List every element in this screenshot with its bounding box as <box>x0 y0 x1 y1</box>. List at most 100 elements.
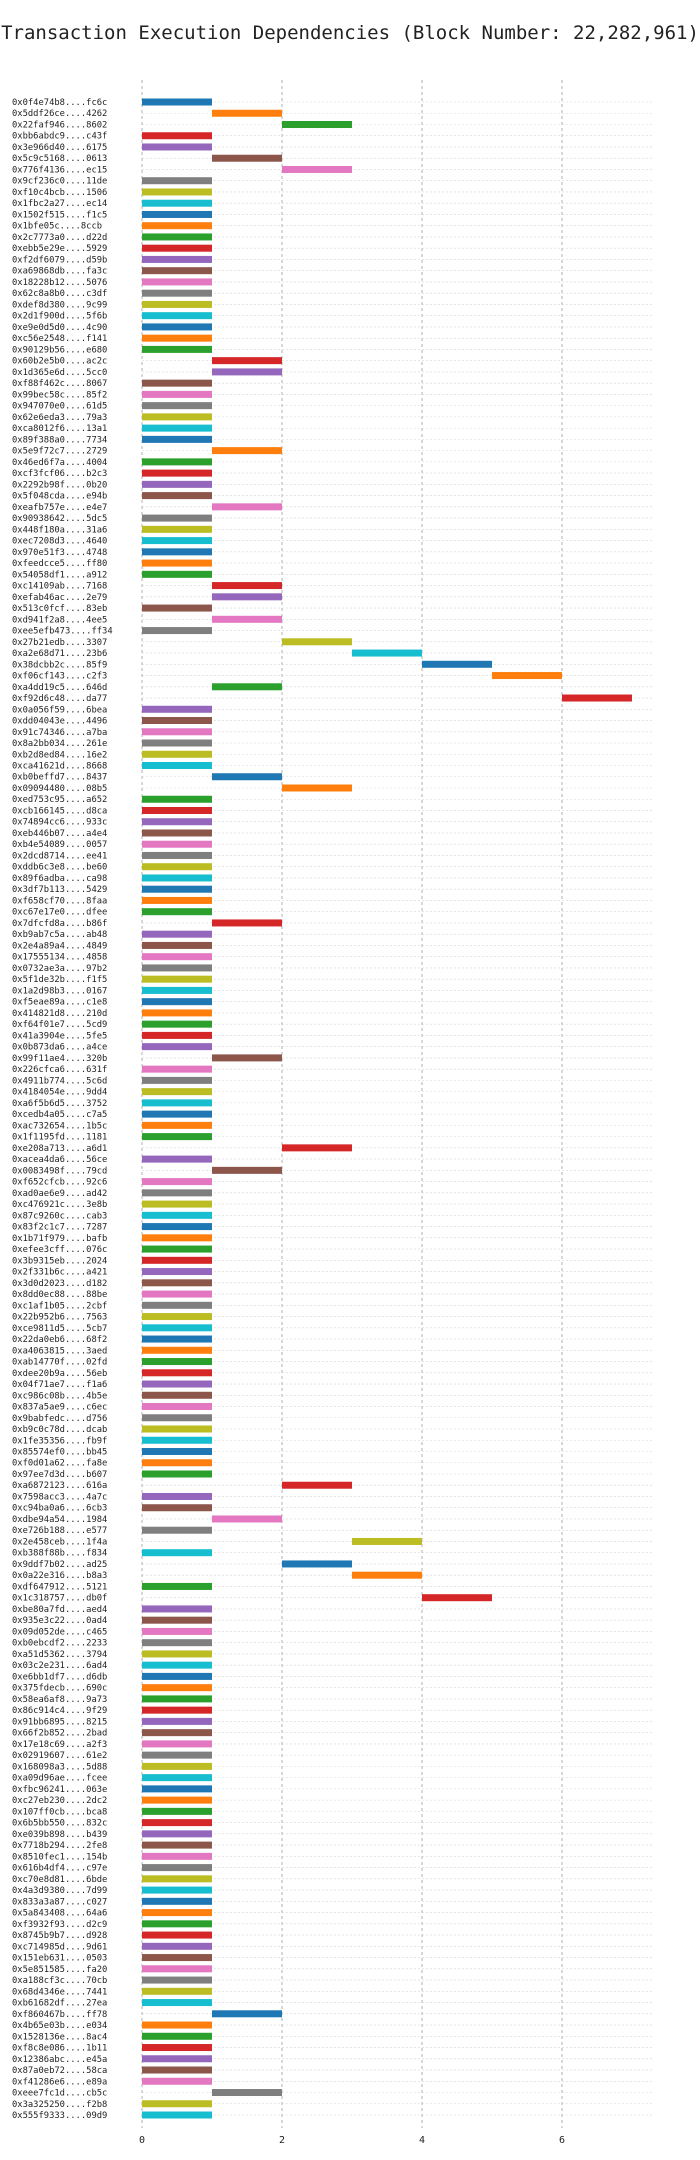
transaction-label: 0x5e851585....fa20 <box>12 1965 107 1975</box>
transaction-bar <box>142 2111 212 2119</box>
transaction-label: 0xa6872123....616a <box>12 1481 107 1491</box>
transaction-label: 0x0083498f....79cd <box>12 1166 107 1176</box>
transaction-label: 0x4184054e....9dd4 <box>12 1088 107 1098</box>
transaction-label: 0x2d1f900d....5f6b <box>12 312 107 322</box>
transaction-bar <box>142 2032 212 2040</box>
transaction-label: 0x87a0eb72....58ca <box>12 2066 107 2076</box>
transaction-bar <box>142 1729 212 1737</box>
transaction-label: 0x17555134....4858 <box>12 953 107 963</box>
transaction-label: 0x1fbc2a27....ec14 <box>12 199 107 209</box>
transaction-label: 0xad0ae6e9....ad42 <box>12 1189 107 1199</box>
transaction-label: 0x226cfca6....631f <box>12 1065 107 1075</box>
transaction-bar <box>142 762 212 770</box>
transaction-label: 0x5f1de32b....f1f5 <box>12 975 107 985</box>
transaction-bar <box>142 1999 212 2007</box>
transaction-label: 0xeb446b07....a4e4 <box>12 829 107 839</box>
transaction-bar <box>142 1088 212 1096</box>
transaction-label: 0x0a056f59....6bea <box>12 705 107 715</box>
transaction-bar <box>142 874 212 882</box>
transaction-label: 0xa69868db....fa3c <box>12 267 107 277</box>
transaction-label: 0x2292b98f....0b20 <box>12 480 107 490</box>
transaction-bar <box>282 165 352 173</box>
transaction-label: 0xa4dd19c5....646d <box>12 683 107 693</box>
transaction-bar <box>142 514 212 522</box>
transaction-label: 0xce9811d5....5cb7 <box>12 1324 107 1334</box>
transaction-bar <box>142 1785 212 1793</box>
transaction-bar <box>142 1717 212 1725</box>
transaction-bar <box>142 1121 212 1129</box>
transaction-label: 0x97ee7d3d....b607 <box>12 1470 107 1480</box>
transaction-label: 0xefee3cff....076c <box>12 1245 107 1255</box>
transaction-bar <box>142 1987 212 1995</box>
transaction-bar <box>212 109 282 117</box>
transaction-label: 0x107ff0cb....bca8 <box>12 1807 107 1817</box>
transaction-label: 0x5c9c5168....0613 <box>12 154 107 164</box>
transaction-label: 0xc1af1b05....2cbf <box>12 1301 107 1311</box>
transaction-bar <box>142 1335 212 1343</box>
transaction-bar <box>142 1605 212 1613</box>
transaction-label: 0x09d052de....c465 <box>12 1627 107 1637</box>
transaction-bar <box>142 1650 212 1658</box>
transaction-bar <box>142 1965 212 1973</box>
transaction-bar <box>142 210 212 218</box>
transaction-bar <box>142 1256 212 1264</box>
transaction-label: 0x1c318757....db0f <box>12 1594 107 1604</box>
transaction-bar <box>142 840 212 848</box>
transaction-bar <box>562 694 632 702</box>
transaction-bar <box>142 199 212 207</box>
transaction-bar <box>142 1279 212 1287</box>
transaction-bar <box>142 1245 212 1253</box>
transaction-label: 0x3e966d40....6175 <box>12 143 107 153</box>
transaction-bar <box>142 188 212 196</box>
transaction-label: 0xacea4da6....56ce <box>12 1155 107 1165</box>
transaction-label: 0x3df7b113....5429 <box>12 885 107 895</box>
transaction-bar <box>142 458 212 466</box>
transaction-label: 0x2dcd8714....ee41 <box>12 851 107 861</box>
transaction-label: 0xe039b898....b439 <box>12 1830 107 1840</box>
transaction-label: 0x8745b9b7....d928 <box>12 1931 107 1941</box>
transaction-bar <box>142 1391 212 1399</box>
transaction-label: 0xc70e8d81....6bde <box>12 1875 107 1885</box>
transaction-bar <box>142 1864 212 1872</box>
transaction-bar <box>212 1515 282 1523</box>
transaction-label: 0x62c8a8b0....c3df <box>12 289 107 299</box>
x-tick-label: 4 <box>419 2135 425 2146</box>
transaction-bar <box>142 1909 212 1917</box>
transaction-bar <box>142 1695 212 1703</box>
transaction-bar <box>142 278 212 286</box>
transaction-bar <box>142 222 212 230</box>
transaction-bar <box>142 806 212 814</box>
transaction-label: 0x1fe35356....fb9f <box>12 1436 107 1446</box>
transaction-label: 0xbb6abdc9....c43f <box>12 132 107 142</box>
transaction-label: 0x0f4e74b8....fc6c <box>12 98 107 108</box>
transaction-bar <box>142 1234 212 1242</box>
transaction-bar <box>142 829 212 837</box>
transaction-label: 0xa188cf3c....70cb <box>12 1976 107 1986</box>
transaction-label: 0xb4e54089....0057 <box>12 840 107 850</box>
transaction-label: 0x1f1195fd....1181 <box>12 1133 107 1143</box>
transaction-rows: 0x0f4e74b8....fc6c0x5ddf26ce....42620x22… <box>12 98 653 2121</box>
transaction-label: 0xf658cf70....8faa <box>12 896 107 906</box>
transaction-bar <box>142 851 212 859</box>
transaction-bar <box>142 1830 212 1838</box>
transaction-bar <box>212 773 282 781</box>
transaction-bar <box>212 2010 282 2018</box>
transaction-label: 0xc27eb230....2dc2 <box>12 1796 107 1806</box>
transaction-label: 0x58ea6af8....9a73 <box>12 1695 107 1705</box>
transaction-label: 0x89f388a0....7734 <box>12 435 107 445</box>
transaction-label: 0xdef8d380....9c99 <box>12 300 107 310</box>
transaction-label: 0x03c2e231....6ad4 <box>12 1661 107 1671</box>
transaction-label: 0xf64f01e7....5cd9 <box>12 1020 107 1030</box>
transaction-bar <box>142 705 212 713</box>
transaction-label: 0x448f180a....31a6 <box>12 525 107 535</box>
transaction-label: 0xdd04043e....4496 <box>12 717 107 727</box>
transaction-bar <box>142 795 212 803</box>
transaction-label: 0xb2d8ed84....16e2 <box>12 750 107 760</box>
transaction-bar <box>142 1324 212 1332</box>
transaction-bar <box>142 1301 212 1309</box>
transaction-label: 0xe726b188....e577 <box>12 1526 107 1536</box>
transaction-label: 0x4911b774....5c6d <box>12 1076 107 1086</box>
transaction-label: 0xb388f88b....f834 <box>12 1549 107 1559</box>
x-tick-label: 6 <box>559 2135 565 2146</box>
